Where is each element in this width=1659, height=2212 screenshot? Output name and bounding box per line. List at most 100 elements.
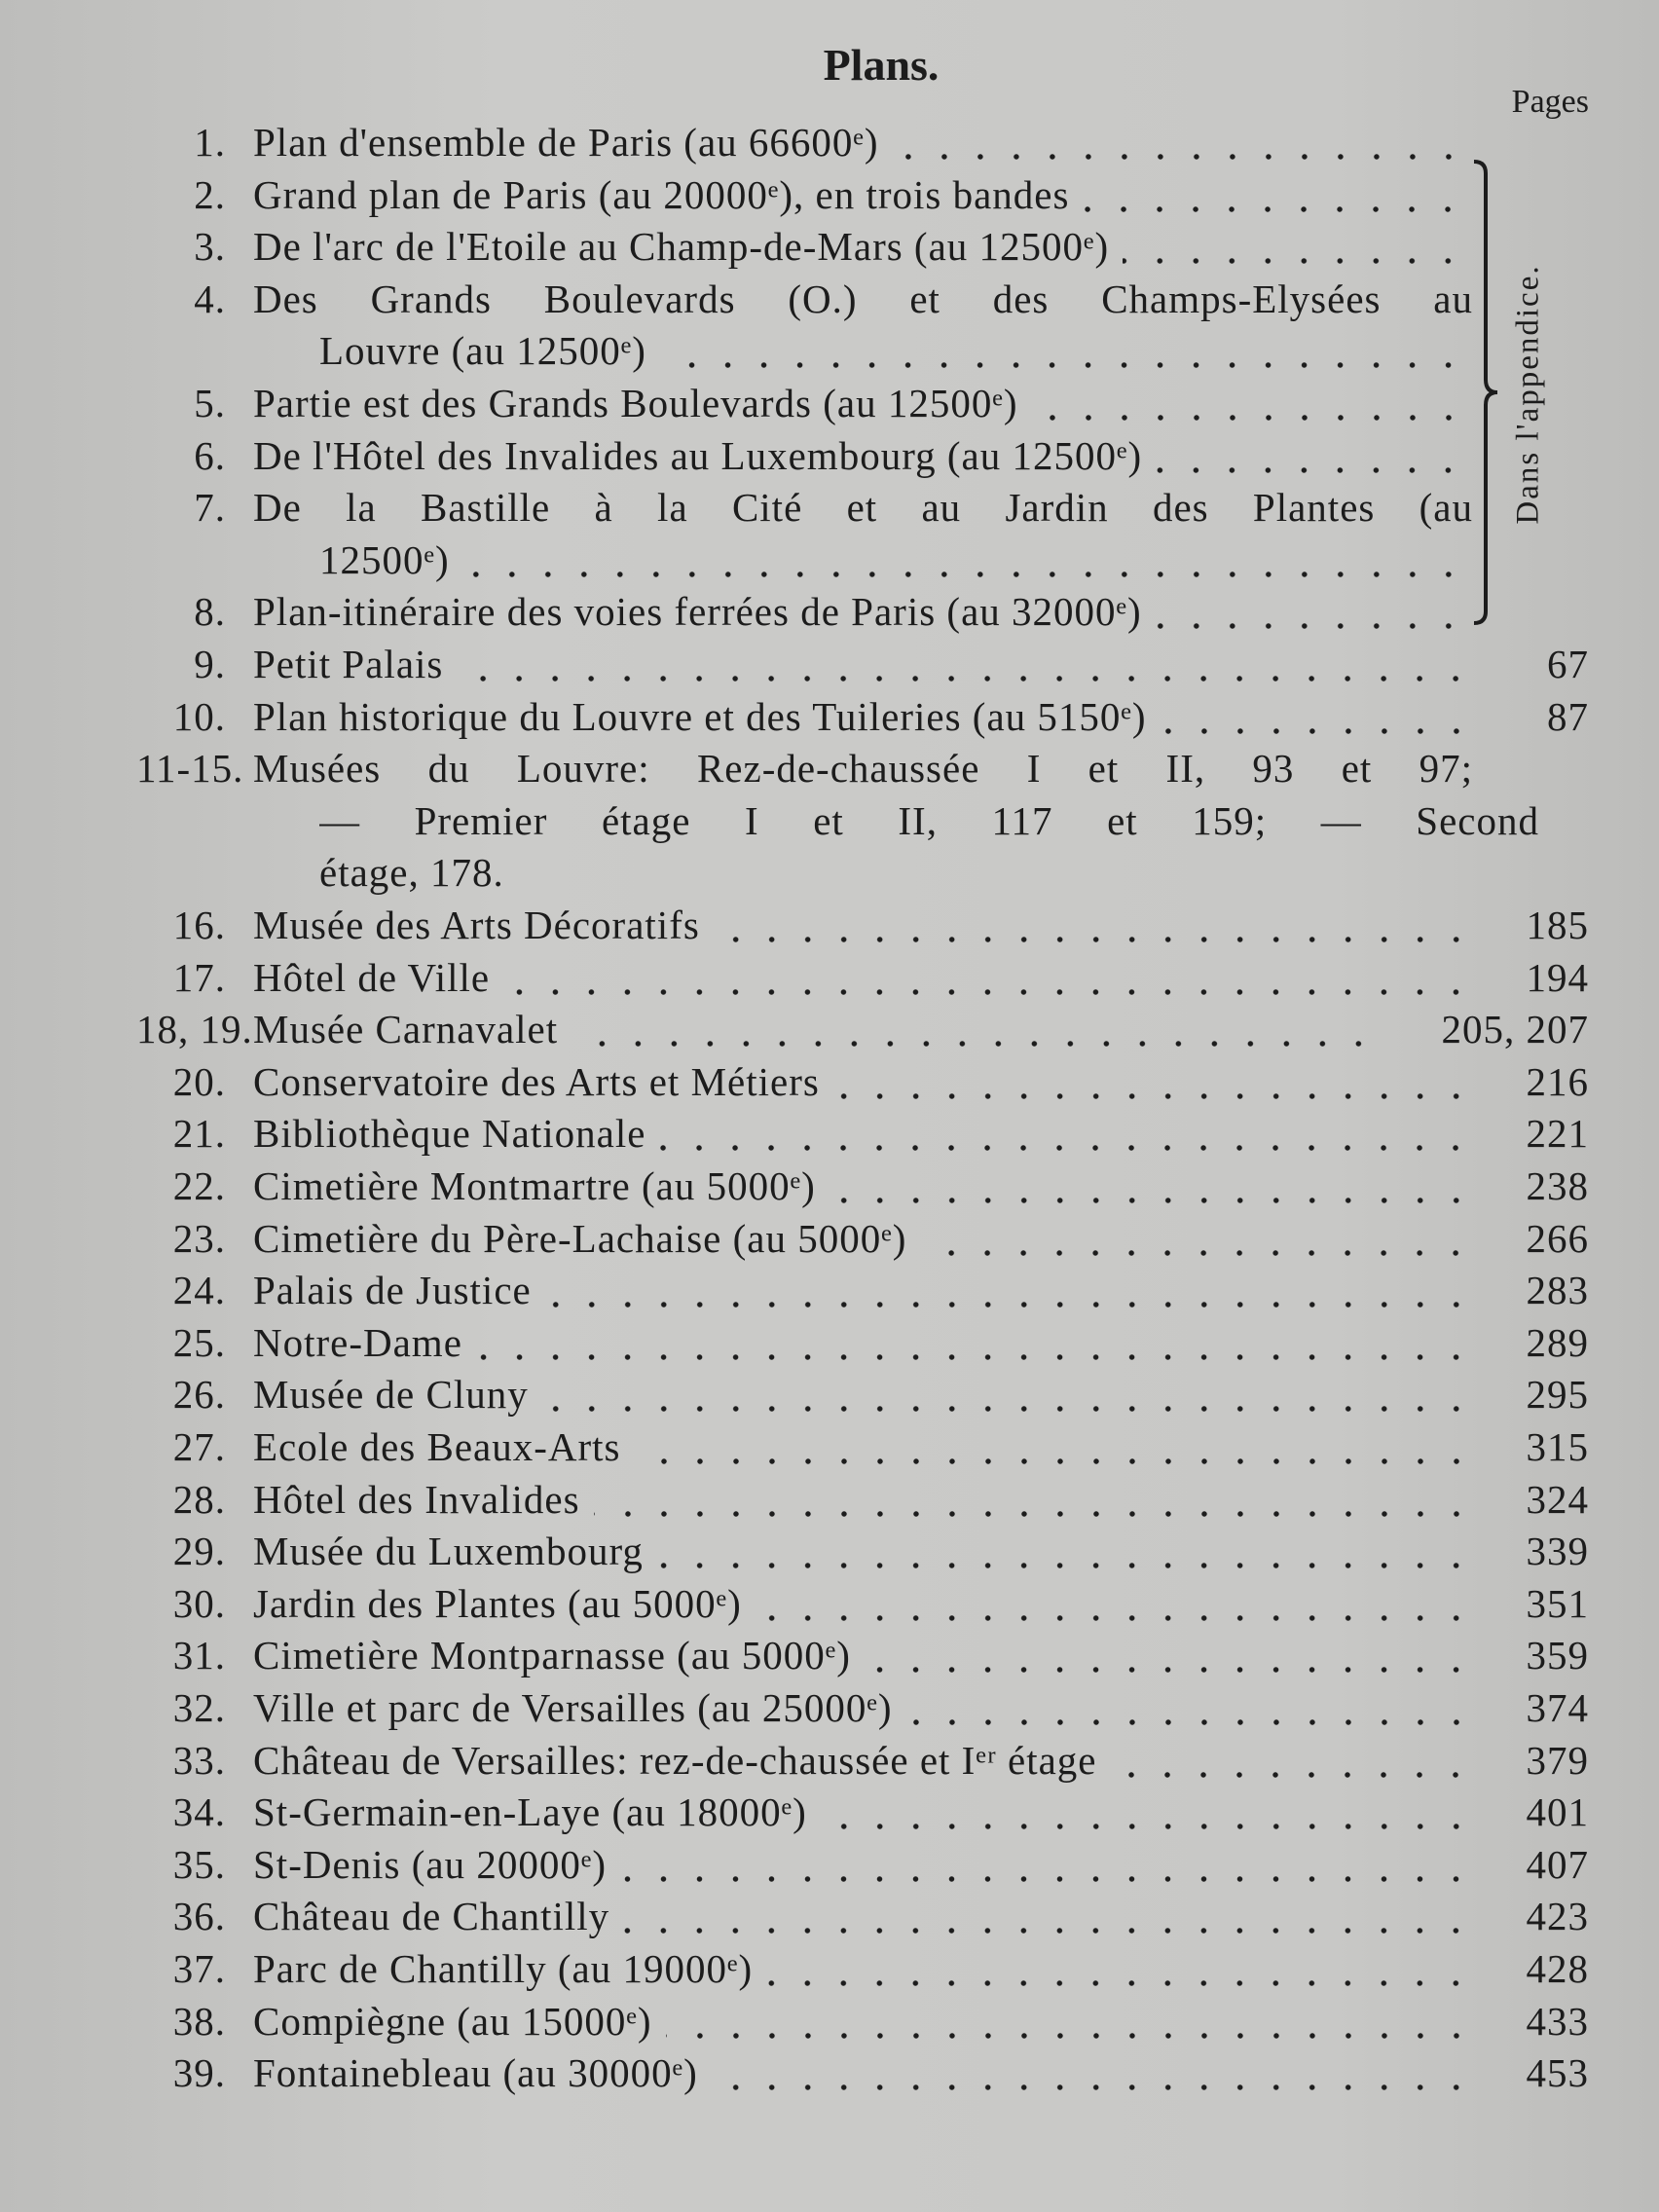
entry-number: 29. bbox=[172, 1529, 226, 1574]
entry-row: 38. Compiègne (au 15000ᵉ) 433 bbox=[136, 1998, 1589, 2050]
pages-label: Pages bbox=[1511, 84, 1589, 120]
page-number: 221 bbox=[1526, 1111, 1589, 1157]
entry-number: 18, 19. bbox=[136, 1007, 253, 1052]
entry-row: — Premier étage I et II, 117 et 159; — S… bbox=[136, 797, 1589, 850]
entry-text: Fontainebleau (au 30000ᵉ) bbox=[253, 2050, 698, 2096]
dot-leader bbox=[462, 571, 1466, 577]
entry-number: 32. bbox=[172, 1685, 226, 1730]
entry-text: Cimetière du Père-Lachaise (au 5000ᵉ) bbox=[253, 1215, 907, 1261]
entry-row: 5. Partie est des Grands Boulevards (au 1… bbox=[136, 380, 1589, 432]
dot-leader bbox=[820, 1824, 1474, 1830]
bracket bbox=[1473, 160, 1498, 625]
entry-row: 3. De l'arc de l'Etoile au Champ-de-Mars … bbox=[136, 223, 1589, 276]
entry-text: Notre-Dame bbox=[253, 1319, 462, 1365]
entry-number: 28. bbox=[172, 1476, 226, 1522]
entry-text: St-Denis (au 20000ᵉ) bbox=[253, 1841, 608, 1887]
entry-row: 30. Jardin des Plantes (au 5000ᵉ) 351 bbox=[136, 1580, 1589, 1633]
entry-text: Conservatoire des Arts et Métiers bbox=[253, 1058, 820, 1104]
entry-number: 21. bbox=[172, 1111, 226, 1157]
entry-text: 12500ᵉ) bbox=[319, 536, 450, 582]
entry-text: Grand plan de Paris (au 20000ᵉ), en troi… bbox=[253, 171, 1070, 217]
entry-number: 23. bbox=[172, 1215, 226, 1261]
entry-row: 37. Parc de Chantilly (au 19000ᵉ) 428 bbox=[136, 1945, 1589, 1998]
page-number: 339 bbox=[1526, 1529, 1589, 1574]
entry-number: 38. bbox=[172, 1998, 226, 2044]
entry-text: Hôtel des Invalides bbox=[253, 1476, 580, 1522]
entry-number: 6. bbox=[194, 432, 226, 478]
entry-number: 36. bbox=[172, 1894, 226, 1939]
dot-leader bbox=[656, 1563, 1474, 1569]
entry-row: 27. Ecole des Beaux-Arts 315 bbox=[136, 1423, 1589, 1476]
entry-row: 22. Cimetière Montmartre (au 5000ᵉ) 238 bbox=[136, 1162, 1589, 1215]
entry-number: 5. bbox=[194, 381, 226, 425]
entry-number: 1. bbox=[194, 120, 226, 165]
page-number: 295 bbox=[1526, 1372, 1589, 1418]
page-number: 324 bbox=[1526, 1476, 1589, 1522]
dot-leader bbox=[713, 937, 1474, 942]
dot-leader bbox=[623, 1928, 1474, 1935]
entry-row: 39. Fontainebleau (au 30000ᵉ) 453 bbox=[136, 2049, 1589, 2102]
entry-row: étage, 178. bbox=[136, 849, 1589, 902]
entry-number: 31. bbox=[172, 1633, 226, 1678]
dot-leader bbox=[593, 1510, 1474, 1517]
entry-row: 33. Château de Versailles: rez-de-chaussé… bbox=[136, 1737, 1589, 1789]
entry-row: 28. Hôtel des Invalides 324 bbox=[136, 1476, 1589, 1529]
entry-number: 37. bbox=[172, 1946, 226, 1991]
entry-row: 11-15. Musées du Louvre: Rez-de-chaussée … bbox=[136, 745, 1589, 797]
entry-text: Plan-itinéraire des voies ferrées de Par… bbox=[253, 589, 1142, 635]
entry-number: 4. bbox=[194, 276, 226, 321]
dot-leader bbox=[665, 2032, 1474, 2039]
entry-row: 12500ᵉ) bbox=[136, 536, 1589, 589]
title: Plans. bbox=[823, 40, 940, 90]
entry-text: Petit Palais bbox=[253, 642, 444, 686]
page-number: 266 bbox=[1526, 1215, 1589, 1261]
entry-row: 1. Plan d'ensemble de Paris (au 66600ᵉ) bbox=[136, 119, 1589, 171]
page-number: 433 bbox=[1526, 1998, 1589, 2044]
dot-leader bbox=[755, 1614, 1474, 1621]
entry-text: Palais de Justice bbox=[253, 1268, 532, 1313]
page-number: 216 bbox=[1526, 1058, 1589, 1104]
entry-row: 6. De l'Hôtel des Invalides au Luxembourg… bbox=[136, 432, 1589, 485]
entry-text: Partie est des Grands Boulevards (au 125… bbox=[253, 381, 1018, 425]
entry-row: 31. Cimetière Montparnasse (au 5000ᵉ) 359 bbox=[136, 1632, 1589, 1684]
entry-text: Parc de Chantilly (au 19000ᵉ) bbox=[253, 1946, 754, 1991]
entry-number: 27. bbox=[172, 1424, 226, 1469]
dot-leader bbox=[620, 1875, 1474, 1882]
entry-number: 16. bbox=[172, 903, 226, 947]
entry-number: 39. bbox=[172, 2050, 226, 2096]
entry-number: 10. bbox=[172, 693, 226, 739]
page-number: 315 bbox=[1526, 1424, 1589, 1469]
entry-row: 10. Plan historique du Louvre et des Tuil… bbox=[136, 693, 1589, 746]
page-number: 407 bbox=[1526, 1841, 1589, 1887]
entry-row: 29. Musée du Luxembourg 339 bbox=[136, 1528, 1589, 1580]
entry-text: Ecole des Beaux-Arts bbox=[253, 1424, 621, 1469]
page-number: 194 bbox=[1526, 954, 1589, 1000]
entry-text: Musée des Arts Décoratifs bbox=[253, 903, 700, 947]
dot-leader bbox=[659, 1145, 1474, 1152]
entry-row: 9. Petit Palais 67 bbox=[136, 641, 1589, 693]
dot-leader bbox=[1160, 727, 1474, 734]
entry-text: St-Germain-en-Laye (au 18000ᵉ) bbox=[253, 1789, 807, 1835]
page-number: 87 bbox=[1547, 693, 1589, 739]
entry-text: Cimetière Montmartre (au 5000ᵉ) bbox=[253, 1163, 816, 1208]
entry-number: 22. bbox=[172, 1163, 226, 1208]
dot-leader bbox=[1110, 1771, 1474, 1778]
entry-text: Compiègne (au 15000ᵉ) bbox=[253, 1998, 652, 2044]
entry-number: 9. bbox=[194, 642, 226, 686]
entry-text: Louvre (au 12500ᵉ) bbox=[319, 328, 646, 374]
entry-row: 24. Palais de Justice 283 bbox=[136, 1267, 1589, 1319]
dot-leader bbox=[544, 1302, 1474, 1309]
entry-text: Plan historique du Louvre et des Tuileri… bbox=[253, 693, 1147, 739]
entry-text: Des Grands Boulevards (O.) et des Champs… bbox=[253, 276, 1473, 321]
entry-text: De l'Hôtel des Invalides au Luxembourg (… bbox=[253, 432, 1143, 478]
dot-leader bbox=[920, 1249, 1474, 1256]
page-number: 428 bbox=[1526, 1946, 1589, 1991]
entry-number: 24. bbox=[172, 1268, 226, 1313]
entry-number: 34. bbox=[172, 1789, 226, 1835]
entry-text: Château de Versailles: rez-de-chaussée e… bbox=[253, 1737, 1097, 1783]
entry-text: — Premier étage I et II, 117 et 159; — S… bbox=[319, 797, 1539, 843]
page-number: 238 bbox=[1526, 1163, 1589, 1208]
entry-row: 16. Musée des Arts Décoratifs 185 bbox=[136, 902, 1589, 954]
entry-text: Bibliothèque Nationale bbox=[253, 1111, 646, 1157]
entry-number: 26. bbox=[172, 1372, 226, 1418]
